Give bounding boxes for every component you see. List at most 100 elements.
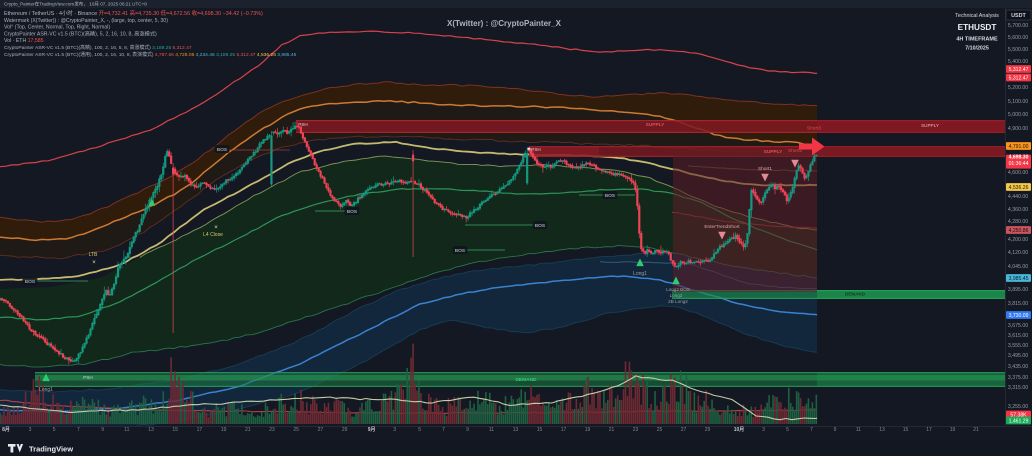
svg-text:BOS: BOS xyxy=(347,209,357,215)
svg-text:27: 27 xyxy=(681,427,687,433)
svg-text:17: 17 xyxy=(926,427,932,433)
svg-text:4H TIMEFRAME: 4H TIMEFRAME xyxy=(956,37,998,43)
svg-text:15: 15 xyxy=(903,427,909,433)
svg-text:11: 11 xyxy=(489,427,494,433)
svg-text:CryptoPainter ASR-VC v1.5 (BTC: CryptoPainter ASR-VC v1.5 (BTC)(高精), 5, … xyxy=(4,29,157,37)
svg-text:BOS: BOS xyxy=(455,248,465,254)
svg-text:3,255.00: 3,255.00 xyxy=(1008,404,1028,410)
svg-text:7/10/2025: 7/10/2025 xyxy=(965,46,989,52)
svg-text:25: 25 xyxy=(657,427,663,433)
svg-text:25: 25 xyxy=(293,427,299,433)
svg-text:ETHUSDT: ETHUSDT xyxy=(958,23,997,32)
svg-text:21: 21 xyxy=(245,427,251,433)
svg-text:DEMAND: DEMAND xyxy=(845,292,866,297)
svg-text:3,675.00: 3,675.00 xyxy=(1008,323,1028,329)
svg-text:3,985.45: 3,985.45 xyxy=(1009,276,1029,282)
svg-text:Long2 BOS: Long2 BOS xyxy=(666,287,690,292)
svg-text:9月: 9月 xyxy=(368,426,376,433)
svg-text:29: 29 xyxy=(705,427,711,433)
svg-text:9: 9 xyxy=(834,427,837,433)
svg-text:7: 7 xyxy=(810,427,813,433)
svg-text:2B Long2: 2B Long2 xyxy=(668,299,688,304)
svg-text:3,815.00: 3,815.00 xyxy=(1008,301,1028,307)
svg-text:21: 21 xyxy=(609,427,615,433)
svg-text:5,400.00: 5,400.00 xyxy=(1008,59,1028,65)
svg-text:BOS: BOS xyxy=(217,147,227,153)
svg-text:TradingView: TradingView xyxy=(29,445,73,454)
svg-text:4,360.00: 4,360.00 xyxy=(1008,207,1028,213)
svg-text:57.38K: 57.38K xyxy=(1010,412,1027,418)
svg-text:CryptoPainter ASR-VC v1.5 (BTC: CryptoPainter ASR-VC v1.5 (BTC)(高精), 100… xyxy=(4,44,192,51)
svg-text:Long1: Long1 xyxy=(39,387,53,393)
svg-text:27: 27 xyxy=(318,427,324,433)
svg-text:4,045.00: 4,045.00 xyxy=(1008,264,1028,270)
svg-text:4,200.00: 4,200.00 xyxy=(1008,237,1028,243)
svg-text:4,791.00: 4,791.00 xyxy=(1009,144,1029,150)
svg-text:Long2: Long2 xyxy=(670,293,683,298)
svg-text:Vol · ETH 17,585: Vol · ETH 17,585 xyxy=(4,38,44,44)
svg-text:Crypto_Painter在TradingView.com: Crypto_Painter在TradingView.com发布， 10月 07… xyxy=(4,1,147,8)
svg-text:23: 23 xyxy=(269,427,275,433)
svg-text:11: 11 xyxy=(124,427,129,433)
svg-text:Watermark (X(Twitter)) : @Cryp: Watermark (X(Twitter)) : @CryptoPainter_… xyxy=(4,18,168,24)
svg-text:Ethereum / TetherUS · 4小时 · Bi: Ethereum / TetherUS · 4小时 · Binance 开=4,… xyxy=(4,9,263,17)
svg-text:9: 9 xyxy=(466,427,469,433)
svg-text:BOS: BOS xyxy=(535,223,545,229)
svg-text:PSH: PSH xyxy=(83,375,92,380)
svg-text:3: 3 xyxy=(762,427,765,433)
svg-text:13: 13 xyxy=(879,427,885,433)
svg-text:4,280.00: 4,280.00 xyxy=(1008,219,1028,225)
svg-text:5: 5 xyxy=(418,427,421,433)
svg-text:4,698.30: 4,698.30 xyxy=(1009,155,1029,161)
svg-text:3,495.00: 3,495.00 xyxy=(1008,353,1028,359)
svg-text:Short3: Short3 xyxy=(807,126,821,132)
svg-text:CryptoPainter ASR-VC v1.5 (BTC: CryptoPainter ASR-VC v1.5 (BTC)(通用), 100… xyxy=(4,51,297,58)
svg-text:4,120.00: 4,120.00 xyxy=(1008,250,1028,256)
svg-text:BOS: BOS xyxy=(25,279,35,285)
svg-text:4,600.00: 4,600.00 xyxy=(1008,170,1028,176)
svg-text:7: 7 xyxy=(442,427,445,433)
svg-text:PSH: PSH xyxy=(298,122,307,127)
svg-text:8月: 8月 xyxy=(2,426,10,433)
svg-text:Short1: Short1 xyxy=(758,166,772,172)
svg-text:5,312.47: 5,312.47 xyxy=(1009,67,1029,73)
svg-text:3,895.00: 3,895.00 xyxy=(1008,287,1028,293)
svg-text:Technical Analysis: Technical Analysis xyxy=(955,13,999,19)
svg-text:L4 Close: L4 Close xyxy=(203,232,223,238)
svg-text:Vol° (Top, Center, Normal, Top: Vol° (Top, Center, Normal, Top, Right, N… xyxy=(4,25,110,31)
svg-text:19: 19 xyxy=(585,427,591,433)
svg-text:9: 9 xyxy=(101,427,104,433)
svg-text:4,900.00: 4,900.00 xyxy=(1008,126,1028,132)
svg-text:3,615.00: 3,615.00 xyxy=(1008,333,1028,339)
svg-text:3,315.00: 3,315.00 xyxy=(1008,385,1028,391)
svg-text:29: 29 xyxy=(342,427,348,433)
svg-text:3,555.00: 3,555.00 xyxy=(1008,343,1028,349)
svg-text:5: 5 xyxy=(53,427,56,433)
svg-text:5,200.00: 5,200.00 xyxy=(1008,85,1028,91)
svg-text:17: 17 xyxy=(561,427,567,433)
svg-text:4,536.26: 4,536.26 xyxy=(1009,185,1029,191)
svg-text:3: 3 xyxy=(393,427,396,433)
svg-text:23: 23 xyxy=(633,427,639,433)
svg-text:3,730.09: 3,730.09 xyxy=(1009,313,1029,319)
svg-text:×: × xyxy=(214,225,218,231)
svg-text:13: 13 xyxy=(513,427,519,433)
svg-text:3,435.00: 3,435.00 xyxy=(1008,364,1028,370)
svg-text:4,250.86: 4,250.86 xyxy=(1009,228,1029,234)
svg-text:5: 5 xyxy=(786,427,789,433)
svg-text:DEMAND: DEMAND xyxy=(515,377,537,383)
svg-text:5,500.00: 5,500.00 xyxy=(1008,47,1028,53)
svg-text:21: 21 xyxy=(973,427,979,433)
svg-text:SUPPLY: SUPPLY xyxy=(646,122,666,128)
svg-text:19: 19 xyxy=(221,427,227,433)
svg-text:17: 17 xyxy=(197,427,203,433)
svg-text:3: 3 xyxy=(29,427,32,433)
svg-text:X(Twitter) : @CryptoPainter_X: X(Twitter) : @CryptoPainter_X xyxy=(447,19,562,28)
svg-text:USDT: USDT xyxy=(1011,13,1026,19)
svg-text:SUPPLY: SUPPLY xyxy=(764,149,784,155)
svg-text:5,600.00: 5,600.00 xyxy=(1008,35,1028,41)
svg-text:3,375.00: 3,375.00 xyxy=(1008,375,1028,381)
svg-text:LTB: LTB xyxy=(89,252,98,258)
svg-text:Long1: Long1 xyxy=(633,271,647,277)
svg-text:1,461.29: 1,461.29 xyxy=(1009,418,1029,424)
